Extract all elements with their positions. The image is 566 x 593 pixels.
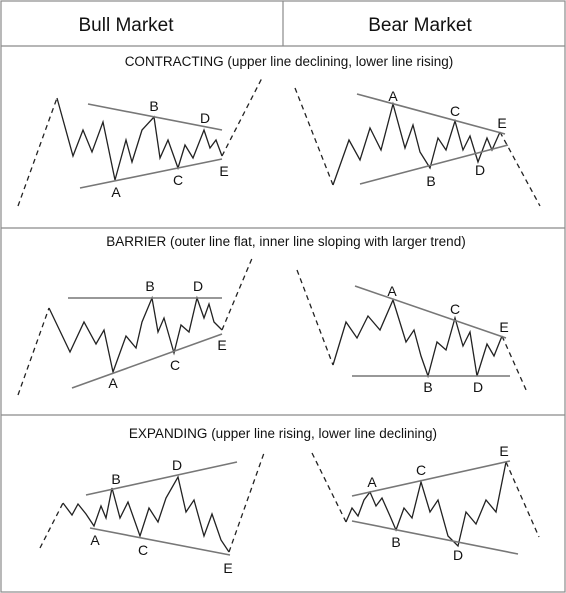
wave-label-d: D (473, 379, 483, 395)
wave-label-a: A (367, 474, 377, 490)
wave-label-b: B (426, 173, 435, 189)
wave-label-c: C (450, 301, 460, 317)
section-title-barrier: BARRIER (outer line flat, inner line slo… (106, 234, 465, 249)
wave-label-e: E (499, 443, 508, 459)
wave-label-d: D (172, 457, 182, 473)
wave-label-d: D (200, 110, 210, 126)
wave-label-e: E (219, 163, 228, 179)
bull-expanding-pattern (40, 453, 264, 555)
wave-label-c: C (170, 357, 180, 373)
wave-label-c: C (416, 462, 426, 478)
wave-label-e: E (499, 319, 508, 335)
wave-label-a: A (90, 532, 100, 548)
wave-label-e: E (497, 115, 506, 131)
wave-label-d: D (193, 278, 203, 294)
bull-contracting-pattern (18, 78, 262, 206)
wave-label-d: D (453, 547, 463, 563)
wave-label-e: E (217, 337, 226, 353)
bear-contracting-pattern (295, 88, 540, 206)
wave-label-e: E (223, 560, 232, 576)
wave-label-d: D (475, 162, 485, 178)
wave-label-c: C (138, 542, 148, 558)
bull-market-header: Bull Market (78, 15, 174, 36)
wave-label-c: C (173, 172, 183, 188)
bear-barrier-pattern (297, 270, 527, 392)
wave-label-a: A (108, 375, 118, 391)
wave-label-a: A (388, 88, 398, 104)
wave-label-a: A (111, 184, 121, 200)
section-title-expanding: EXPANDING (upper line rising, lower line… (129, 426, 437, 441)
wave-label-a: A (387, 283, 397, 299)
wave-label-b: B (111, 471, 120, 487)
wave-label-b: B (149, 98, 158, 114)
bull-barrier-pattern (18, 256, 253, 395)
wave-label-b: B (145, 278, 154, 294)
bear-market-header: Bear Market (368, 15, 472, 36)
wave-label-c: C (450, 103, 460, 119)
wave-label-b: B (391, 534, 400, 550)
wave-label-b: B (423, 379, 432, 395)
section-title-contracting: CONTRACTING (upper line declining, lower… (125, 54, 454, 69)
